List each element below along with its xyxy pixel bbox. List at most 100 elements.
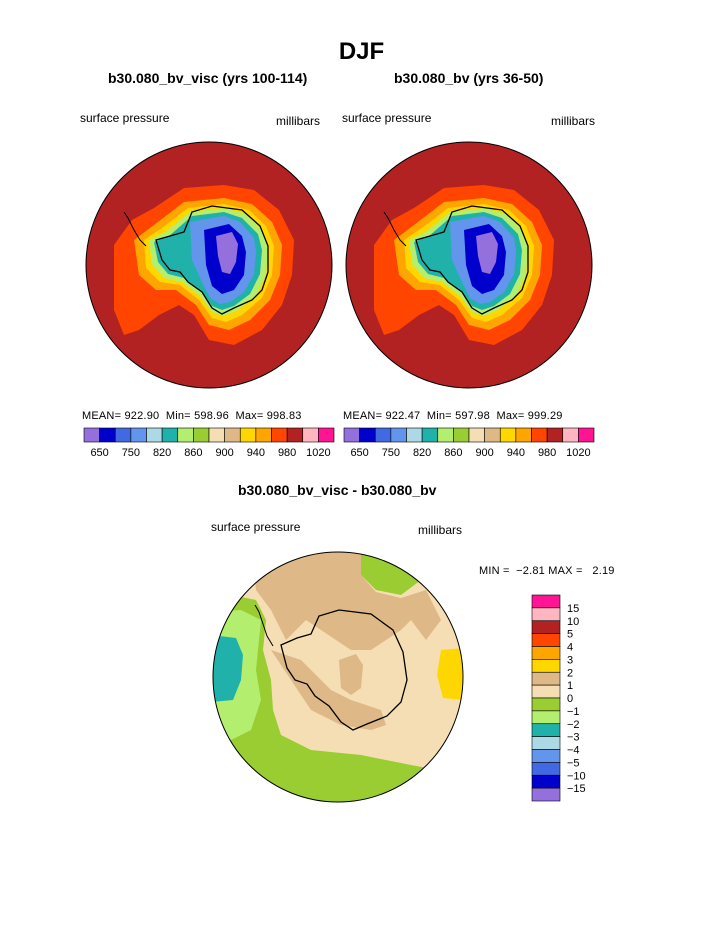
panel1-mean: 922.90 bbox=[124, 410, 160, 422]
colorbar-tick-label: 860 bbox=[444, 447, 462, 459]
colorbar-box bbox=[177, 427, 194, 443]
colorbar-tick-label: −1 bbox=[567, 706, 580, 718]
colorbar-tick-label: 1020 bbox=[306, 447, 330, 459]
panel3-region-yellow-east bbox=[437, 648, 463, 700]
colorbar-box bbox=[531, 723, 561, 737]
colorbar-tick-label: 1020 bbox=[566, 447, 590, 459]
panel1-peninsula bbox=[123, 211, 147, 247]
panel2-min: 597.98 bbox=[455, 410, 490, 422]
colorbar-tick-label: 860 bbox=[184, 447, 202, 459]
colorbar-box bbox=[453, 427, 470, 443]
panel3-title: b30.080_bv_visc - b30.080_bv bbox=[238, 482, 437, 498]
colorbar-tick-label: 900 bbox=[475, 447, 493, 459]
colorbar-box bbox=[99, 427, 116, 443]
panel3-region-green-south bbox=[213, 595, 463, 802]
colorbar-box bbox=[531, 646, 561, 660]
colorbar-box bbox=[531, 787, 561, 802]
panel1-stats: MEAN= 922.90 Min= 598.96 Max= 998.83 bbox=[82, 410, 302, 422]
panel3-coastline bbox=[280, 609, 408, 731]
colorbar-box bbox=[531, 607, 561, 622]
panel2-max: 999.29 bbox=[527, 410, 563, 422]
panel1-min-label: Min= bbox=[165, 410, 191, 422]
colorbar-box bbox=[421, 427, 439, 443]
panel3-region-tan-south bbox=[271, 650, 386, 730]
panel2-max-label: Max= bbox=[496, 410, 525, 422]
colorbar-box bbox=[578, 427, 595, 443]
panel1-max: 998.83 bbox=[266, 410, 302, 422]
colorbar-box bbox=[130, 427, 147, 443]
panel2-right-label: millibars bbox=[551, 114, 596, 128]
colorbar-tick-label: 940 bbox=[247, 447, 265, 459]
colorbar-box bbox=[208, 427, 225, 443]
colorbar-box bbox=[193, 427, 210, 443]
panel3-region-tan-north bbox=[251, 552, 441, 650]
colorbar-box bbox=[224, 427, 241, 443]
colorbar-box bbox=[531, 749, 561, 763]
colorbar-tick-label: −2 bbox=[567, 719, 580, 731]
colorbar-box bbox=[531, 762, 561, 776]
panel1-map bbox=[85, 141, 333, 389]
colorbar-tick-label: 750 bbox=[382, 447, 400, 459]
colorbar-box bbox=[255, 427, 272, 443]
panel2-stats: MEAN= 922.47 Min= 597.98 Max= 999.29 bbox=[343, 410, 563, 422]
colorbar-box bbox=[374, 427, 392, 443]
panel2-map bbox=[345, 141, 593, 389]
colorbar-tick-label: 650 bbox=[90, 447, 108, 459]
colorbar-box bbox=[484, 427, 501, 443]
colorbar-box bbox=[531, 697, 561, 712]
colorbar-box bbox=[531, 620, 561, 634]
colorbar-box bbox=[531, 594, 561, 609]
colorbar-box bbox=[359, 427, 376, 443]
colorbar-tick-label: 0 bbox=[567, 693, 573, 705]
panel2-left-label: surface pressure bbox=[342, 111, 432, 125]
colorbar-tick-label: 1 bbox=[567, 680, 573, 692]
colorbar-tick-label: 820 bbox=[413, 447, 431, 459]
panel1-min: 598.96 bbox=[194, 410, 229, 422]
colorbar-tick-label: 900 bbox=[215, 447, 233, 459]
colorbar-box bbox=[531, 671, 561, 686]
panel3-max-label: MAX = bbox=[548, 565, 583, 577]
colorbar-tick-label: 2 bbox=[567, 667, 573, 679]
panel2-mean: 922.47 bbox=[385, 410, 421, 422]
colorbar-tick-label: 4 bbox=[567, 642, 573, 654]
colorbar-box bbox=[343, 427, 360, 443]
colorbar-tick-label: 15 bbox=[567, 603, 579, 615]
panel1-coastline bbox=[155, 205, 269, 315]
colorbar-box bbox=[286, 427, 304, 443]
panel2-region-600 bbox=[476, 232, 498, 274]
colorbar-box bbox=[114, 427, 132, 443]
colorbar-box bbox=[531, 774, 561, 789]
colorbar-box bbox=[515, 427, 532, 443]
panel3-left-label: surface pressure bbox=[211, 520, 301, 534]
panel2-colorbar: 650 750 820 860 900 940 980 1020 bbox=[343, 427, 595, 459]
panel2-mean-label: MEAN= bbox=[343, 410, 383, 422]
colorbar-box bbox=[239, 427, 257, 443]
colorbar-box bbox=[531, 736, 561, 750]
colorbar-tick-label: −4 bbox=[567, 745, 580, 757]
colorbar-box bbox=[318, 427, 335, 443]
colorbar-box bbox=[83, 427, 100, 443]
colorbar-tick-label: 3 bbox=[567, 654, 573, 666]
panel3-region-teal-west bbox=[213, 635, 243, 702]
panel2-min-label: Min= bbox=[426, 410, 452, 422]
colorbar-box bbox=[406, 427, 423, 443]
colorbar-box bbox=[531, 427, 548, 443]
panel1-left-label: surface pressure bbox=[80, 111, 170, 125]
colorbar-box bbox=[531, 710, 561, 725]
panel1-mean-label: MEAN= bbox=[82, 410, 122, 422]
colorbar-box bbox=[499, 427, 517, 443]
colorbar-tick-label: 980 bbox=[538, 447, 556, 459]
colorbar-tick-label: −10 bbox=[567, 770, 586, 782]
panel3-peninsula bbox=[254, 604, 274, 647]
panel1-right-label: millibars bbox=[276, 114, 321, 128]
colorbar-box bbox=[161, 427, 179, 443]
panel3-region-tan-center bbox=[339, 654, 363, 695]
panel3-min-label: MIN = bbox=[479, 565, 510, 577]
panel2-coastline bbox=[415, 205, 529, 315]
panel2-title: b30.080_bv (yrs 36-50) bbox=[394, 70, 544, 86]
panel3-max: 2.19 bbox=[592, 565, 615, 577]
panel3-map bbox=[212, 551, 464, 803]
colorbar-box bbox=[271, 427, 288, 443]
colorbar-tick-label: 5 bbox=[567, 629, 573, 641]
